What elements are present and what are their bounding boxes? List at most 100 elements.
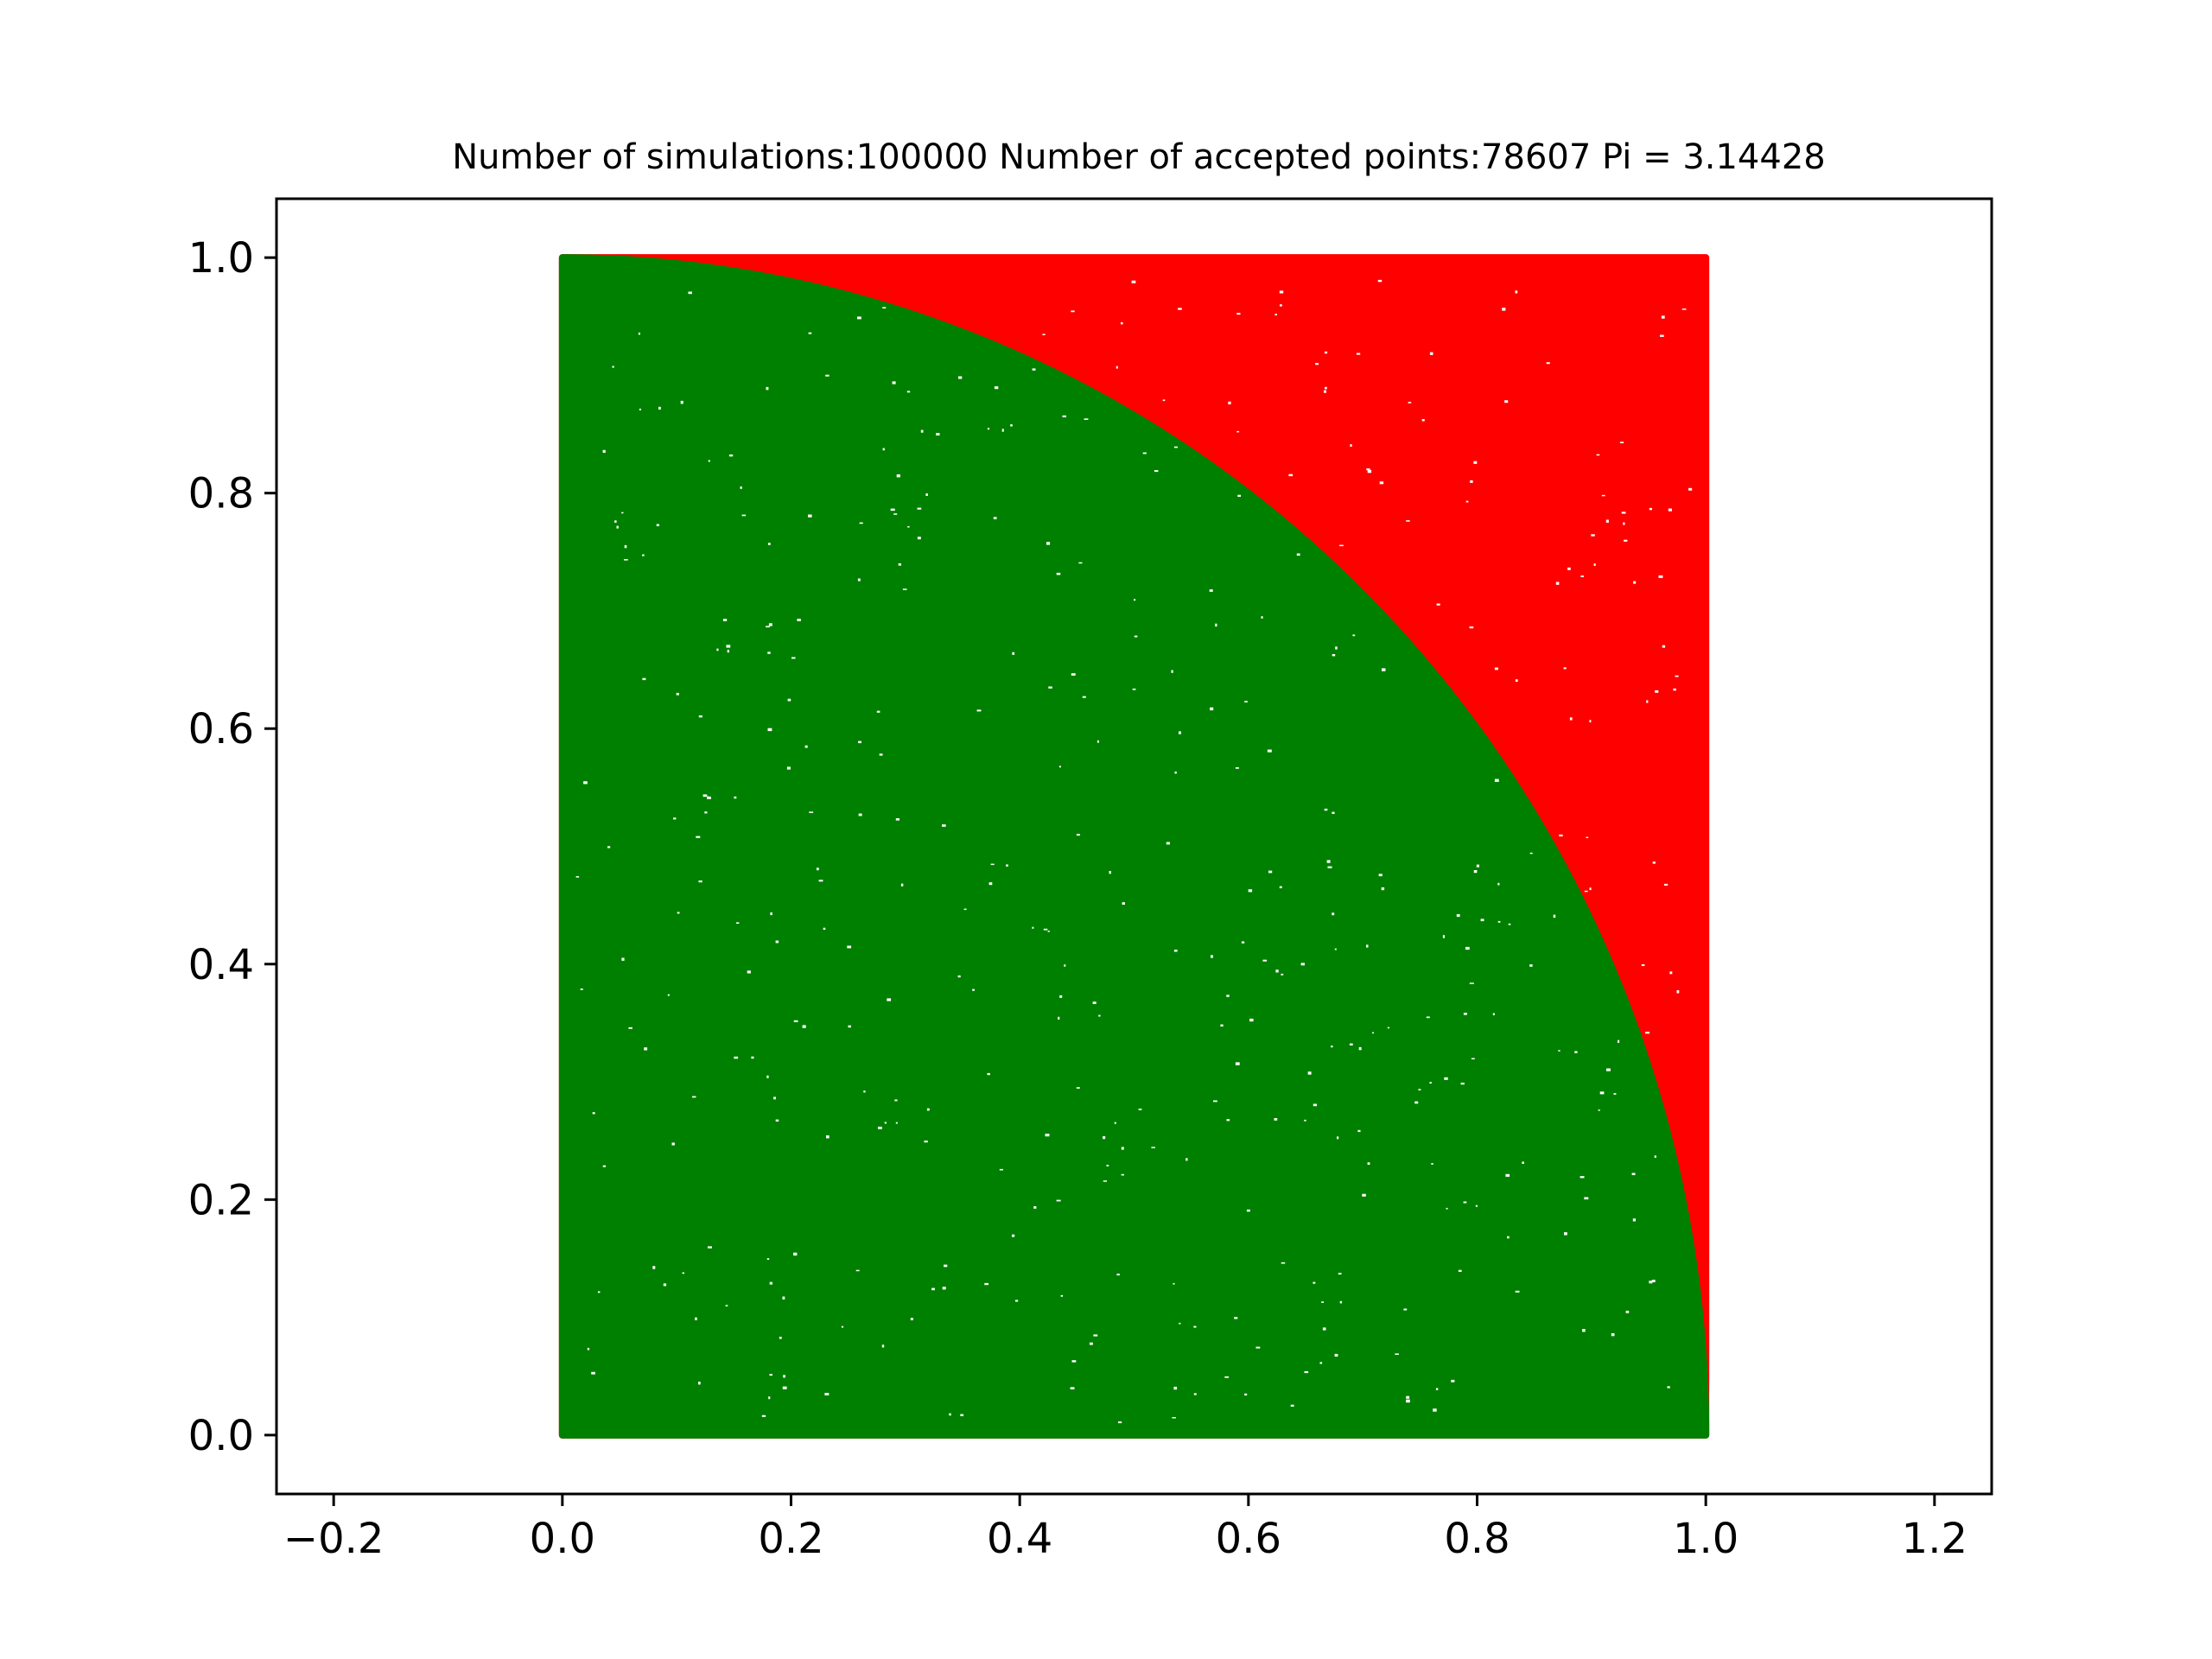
point-gap [1076,834,1080,836]
y-tick-label: 0.4 [188,941,254,989]
point-gap [895,1122,898,1124]
point-gap [734,796,737,799]
x-tick-label: −0.2 [283,1515,385,1563]
point-gap [1142,452,1147,454]
point-gap [1429,1082,1432,1084]
point-gap [826,1135,830,1139]
point-gap [696,836,701,838]
point-gap [602,1165,607,1167]
point-gap [1275,969,1279,973]
point-gap [1586,836,1589,838]
point-gap [628,1027,632,1029]
point-gap [1226,1119,1230,1122]
point-gap [1641,964,1645,966]
point-gap [1471,1058,1475,1059]
point-gap [808,514,812,518]
point-gap [1134,635,1138,638]
point-gap [949,1413,951,1416]
point-gap [942,824,946,827]
point-gap [802,1025,806,1028]
point-gap [1313,1281,1316,1284]
point-gap [944,1264,948,1268]
point-gap [1676,990,1680,994]
point-gap [624,544,627,549]
point-gap [892,381,896,385]
point-gap [1304,1119,1306,1122]
point-gap [1473,461,1478,464]
point-gap [1569,717,1573,721]
point-gap [1529,852,1533,855]
point-gap [1173,1386,1178,1390]
point-gap [1669,971,1673,975]
point-gap [1174,771,1177,774]
point-gap [726,645,731,648]
point-gap [972,988,975,991]
point-gap [893,513,898,515]
point-gap [1451,1379,1455,1382]
x-tick-label: 0.4 [987,1515,1052,1563]
point-gap [775,940,779,944]
point-gap [1084,418,1089,420]
point-gap [1497,882,1500,886]
point-gap [1321,1301,1324,1303]
point-gap [766,1258,770,1260]
point-gap [924,1141,928,1143]
point-gap [1210,707,1214,711]
point-gap [1366,468,1370,471]
point-gap [1431,1163,1433,1165]
point-gap [692,1096,696,1098]
y-tick-label: 0.8 [188,470,254,518]
point-gap [1429,352,1433,355]
point-gap [931,1287,935,1291]
point-gap [1652,861,1656,864]
point-gap [987,1072,990,1076]
point-gap [1406,1399,1410,1403]
point-gap [1032,926,1034,929]
point-gap [1469,626,1474,629]
point-gap [766,1075,769,1078]
point-gap [1444,1077,1448,1080]
point-gap [824,1393,830,1395]
point-gap [1215,623,1217,627]
point-gap [1494,667,1498,671]
point-gap [1338,1273,1342,1274]
point-gap [1584,890,1588,893]
y-tick-label: 0.6 [188,705,254,753]
point-gap [906,391,911,393]
point-gap [1300,963,1305,966]
point-gap [1492,1013,1495,1015]
point-gap [894,1099,898,1102]
point-gap [1378,874,1382,877]
point-gap [1304,1370,1309,1374]
point-gap [1367,1162,1370,1165]
point-gap [878,1126,882,1129]
point-gap [808,332,812,334]
point-gap [1458,1269,1462,1272]
point-gap [1010,424,1013,427]
point-gap [1582,1329,1586,1332]
point-gap [1121,321,1123,325]
point-gap [1092,1001,1096,1004]
point-gap [1059,995,1063,998]
point-gap [1655,690,1659,693]
point-gap [896,474,900,478]
point-gap [1296,553,1300,556]
point-gap [990,863,995,866]
point-gap [707,796,709,799]
point-gap [890,508,895,512]
point-gap [1605,519,1609,523]
point-gap [858,813,862,817]
point-gap [1658,575,1663,578]
point-gap [1362,1193,1366,1197]
point-gap [1515,290,1518,294]
point-gap [1235,767,1239,769]
point-gap [1268,870,1273,874]
point-gap [1193,1325,1197,1328]
point-gap [1096,740,1099,743]
point-gap [848,1025,851,1028]
point-gap [1646,700,1649,703]
point-gap [1675,675,1679,677]
point-gap [917,507,922,510]
point-gap [1580,575,1584,577]
point-gap [642,554,645,556]
